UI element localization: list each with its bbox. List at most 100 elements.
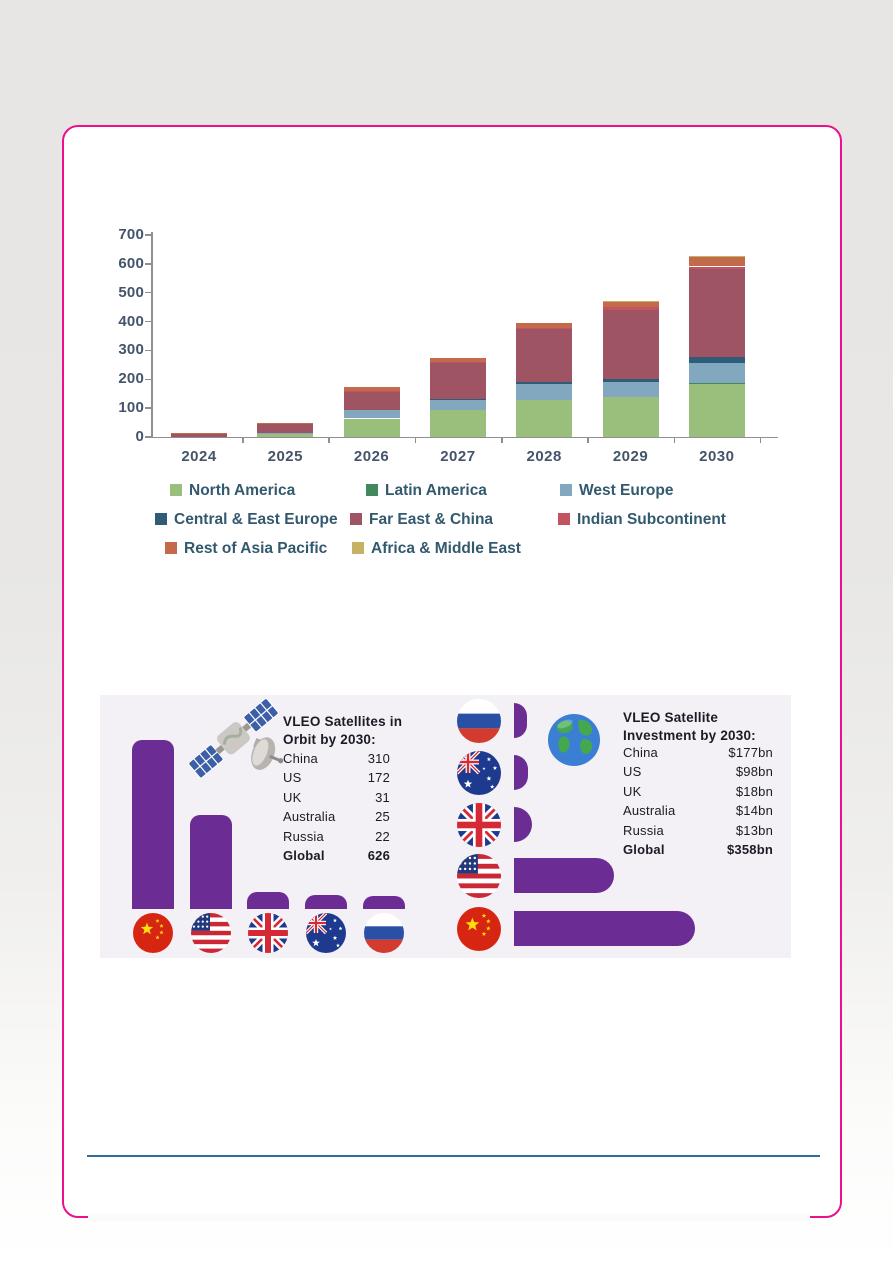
x-tick [587,437,589,443]
investment-table-row: China $177bn [623,745,773,760]
legend-swatch [558,513,570,525]
legend-label: Latin America [385,482,487,499]
x-axis-line [151,436,778,438]
x-tick [328,437,330,443]
row-value: $177bn [728,745,773,760]
bar-segment [688,256,745,258]
x-axis-label: 2026 [353,448,390,465]
legend-swatch [350,513,362,525]
orbit-table-row: Global 626 [283,848,390,863]
orbit-bar-australia [305,895,347,909]
bar-segment [257,423,314,425]
legend-swatch [366,484,378,496]
orbit-table-row: US 172 [283,770,390,785]
investment-bar-china [514,911,695,946]
row-label: Australia [283,809,336,825]
satellite-icon [180,691,298,788]
y-axis-label: 500 [118,283,144,301]
flag-us-icon [191,913,231,953]
bar-segment [602,301,659,303]
bar-segment [429,357,486,362]
row-label: Global [623,842,665,857]
row-value: $14bn [735,803,773,819]
orbit-bar-russia [363,896,405,909]
bar-segment [688,257,745,267]
orbit-title: VLEO Satellites in Orbit by 2030: [283,713,413,748]
legend-item: West Europe [560,482,673,500]
bar-segment [688,266,745,269]
bar-segment [429,398,486,400]
x-tick [501,437,503,443]
row-label: Global [283,848,325,863]
investment-table-row: UK $18bn [623,784,773,799]
page-break-gap [88,1213,810,1221]
bar-segment [516,384,573,401]
row-label: Russia [623,822,664,838]
y-tick [145,234,152,236]
row-value: 31 [375,789,390,805]
row-label: US [283,770,302,786]
legend-item: Africa & Middle East [352,540,521,558]
flag-us-icon [457,854,501,898]
globe-icon [547,713,601,772]
y-axis-label: 300 [118,341,144,359]
row-value: $18bn [735,783,773,799]
x-tick [759,437,762,443]
bar-segment [429,410,486,437]
x-axis-label: 2030 [699,448,735,465]
bar-segment [688,357,745,363]
legend-swatch [155,513,167,525]
flag-uk-icon [248,913,288,953]
y-axis-label: 600 [118,254,144,272]
investment-bar-us [514,858,614,893]
row-label: China [283,751,318,766]
row-value: $13bn [735,822,773,838]
orbit-title-line1: VLEO Satellites in [283,714,403,729]
legend-label: Rest of Asia Pacific [184,540,328,557]
row-label: Russia [283,828,324,844]
bar-segment [602,381,659,397]
y-axis-label: 100 [118,399,144,417]
bar-segment [602,307,659,310]
legend-item: Latin America [366,482,487,500]
bar-segment [343,387,400,391]
row-value: $98bn [735,764,773,780]
y-axis-label: 400 [118,312,144,330]
bar-segment [688,383,745,384]
y-axis-label: 0 [135,428,144,445]
investment-bar-australia [514,755,529,790]
investment-bar-uk [514,807,533,842]
bar-segment [602,302,659,308]
y-tick [145,407,152,409]
y-tick [145,436,152,438]
flag-australia-icon [306,913,346,953]
bar-segment [688,362,745,383]
x-tick [673,437,676,443]
orbit-table-row: UK 31 [283,790,390,805]
bar-segment [171,433,227,437]
row-value: 22 [375,828,390,844]
bar-segment [343,409,400,419]
legend-item: North America [170,482,295,500]
row-label: US [623,764,642,780]
x-axis-label: 2025 [267,448,303,465]
flag-uk-icon [457,803,501,847]
row-value: 310 [367,751,390,766]
legend-item: Far East & China [350,511,493,529]
legend-item: Rest of Asia Pacific [165,540,327,558]
bar-segment [257,433,314,437]
legend-label: Africa & Middle East [371,540,521,557]
row-label: China [623,745,658,760]
y-axis-line [151,232,153,438]
legend-label: North America [189,482,296,499]
bottom-divider [87,1155,820,1158]
legend-swatch [170,484,182,496]
legend-swatch [560,484,572,496]
row-label: Australia [623,803,676,819]
row-label: UK [623,783,642,799]
orbit-bar-us [190,815,232,909]
investment-table-row: US $98bn [623,764,773,779]
bar-segment [516,329,573,383]
investment-title: VLEO Satellite Investment by 2030: [623,709,783,744]
